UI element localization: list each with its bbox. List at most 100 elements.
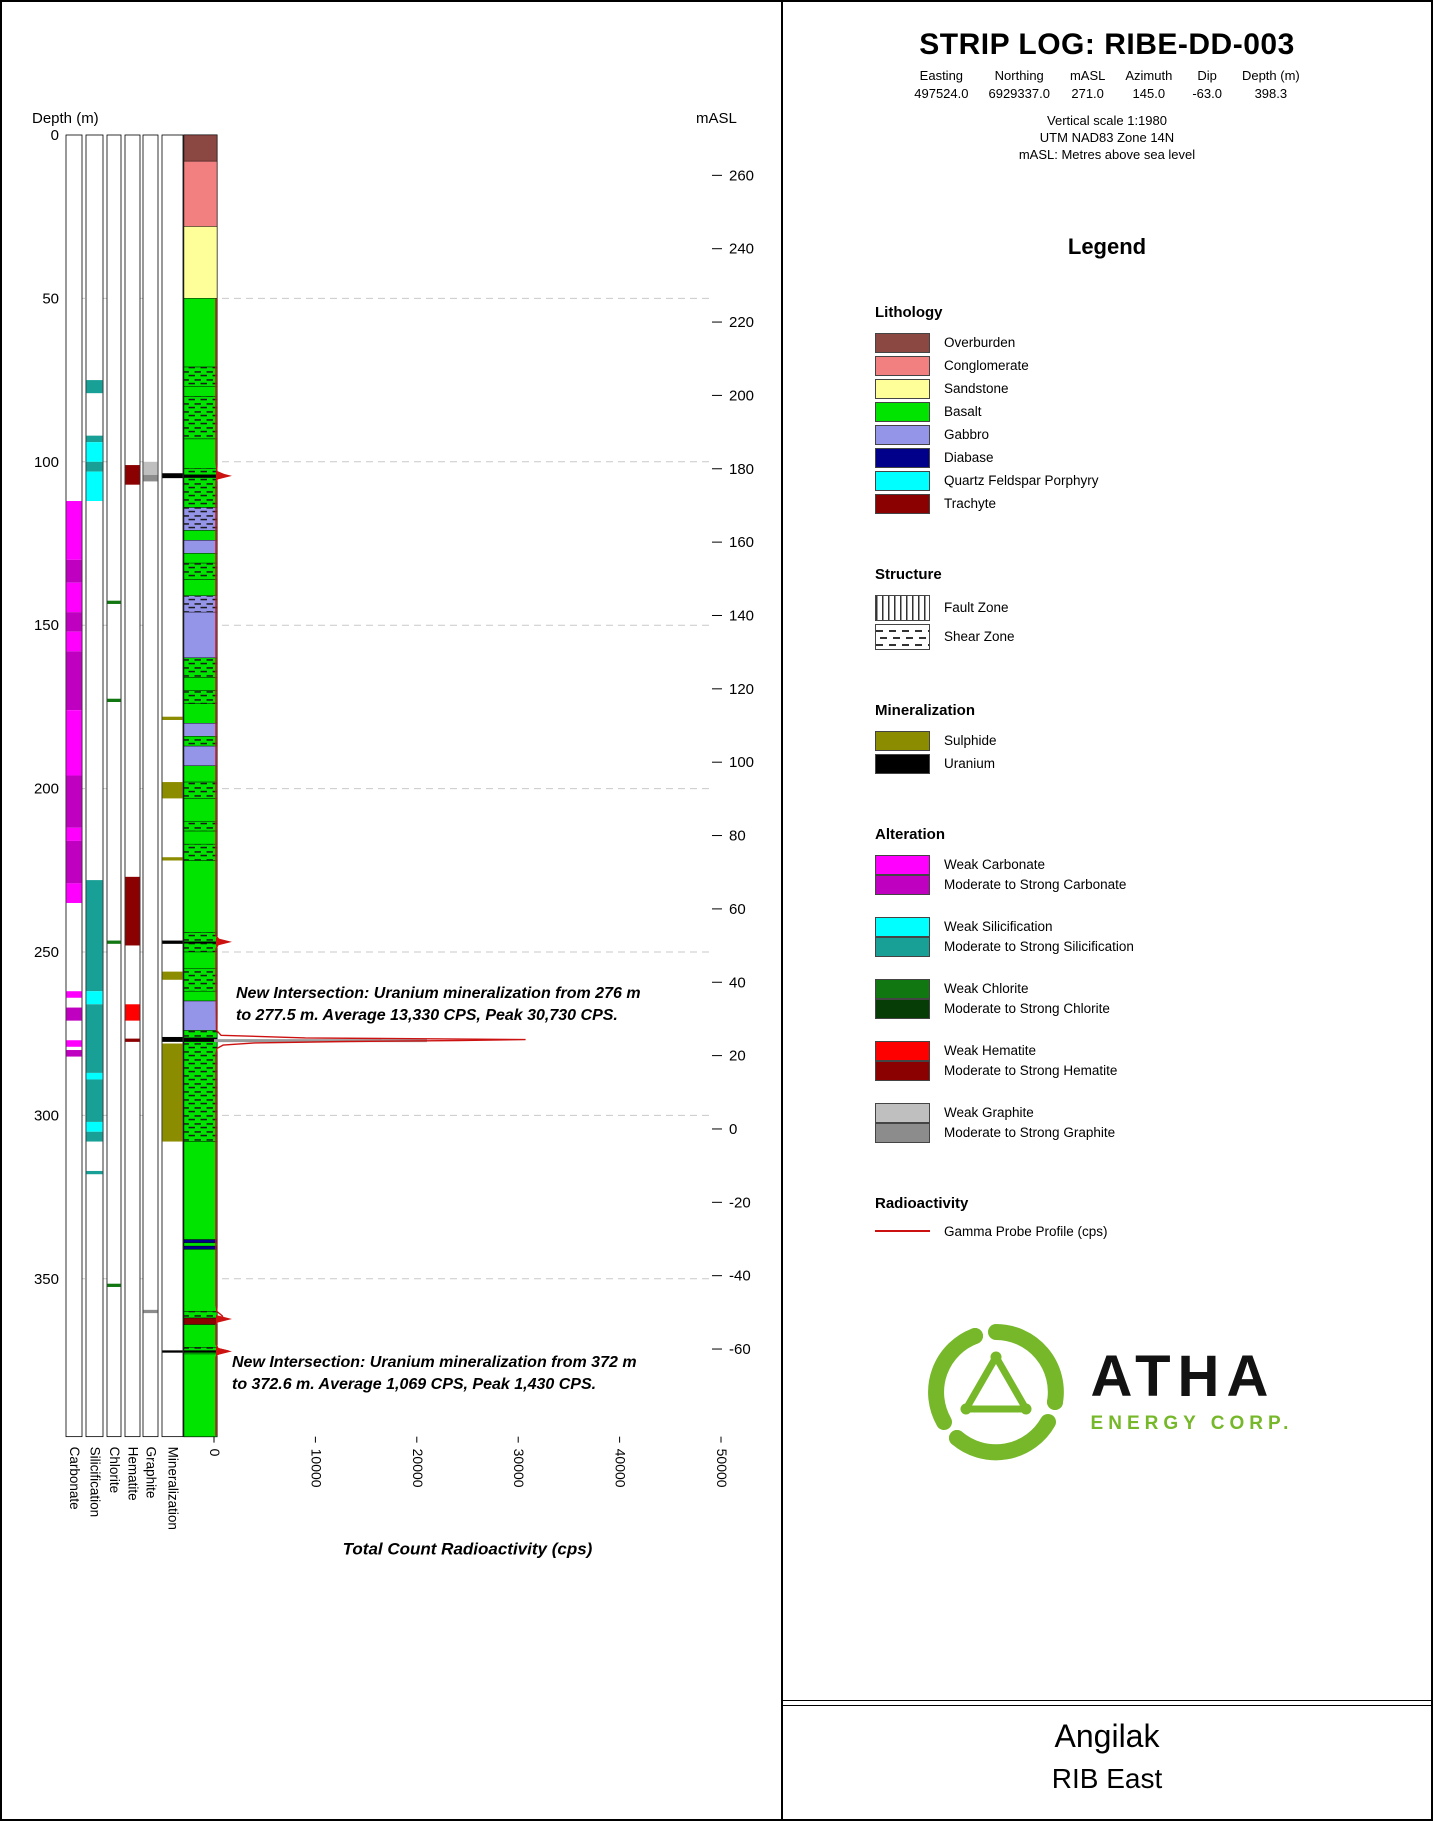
sulphide-interval: [162, 857, 183, 861]
uranium-interval: [162, 1350, 183, 1353]
depth-tick-label: 250: [34, 944, 59, 961]
strong_silicification-interval: [86, 1170, 103, 1175]
shear-zone-overlay: [184, 844, 217, 861]
legend-item: Sulphide: [875, 730, 1431, 751]
alteration-group: Weak Silicification Moderate to Strong Si…: [875, 916, 1431, 957]
lith-overburden: [183, 134, 218, 162]
legend-section-title: Lithology: [875, 303, 943, 321]
strong_silicification-interval: [86, 1004, 103, 1073]
legend-item-label: Uranium: [944, 756, 996, 772]
lith-gabbro: [183, 611, 218, 659]
weak_carbonate-interval: [66, 1040, 82, 1047]
legend-item-label: Fault Zone: [944, 600, 1009, 616]
lith-basalt: [183, 991, 218, 1002]
cps-tick-label: 50000: [714, 1449, 730, 1488]
shear-zone-overlay: [184, 595, 217, 613]
gamma-line-swatch: [875, 1230, 930, 1233]
shear-zone-overlay: [184, 367, 217, 387]
lith-basalt: [183, 677, 218, 691]
collar-field-depth-m-: Depth (m) 398.3: [1242, 68, 1300, 101]
legend-item-label: Moderate to Strong Carbonate: [944, 877, 1127, 893]
legend-item: Moderate to Strong Carbonate: [875, 874, 1431, 895]
logo-node: [1020, 1403, 1032, 1415]
strong_carbonate-interval: [66, 559, 82, 583]
cps-axis-title: Total Count Radioactivity (cps): [343, 1540, 593, 1559]
weak_silicification-interval: [86, 991, 103, 1005]
lith-basalt: [183, 830, 218, 845]
color-swatch: [875, 730, 930, 751]
masl-tick-label: 120: [729, 681, 754, 698]
track-label-carbonate: Carbonate: [67, 1447, 82, 1510]
gamma-spike-arrow: [216, 1347, 232, 1356]
weak_carbonate-interval: [66, 710, 82, 776]
legend-item: Weak Graphite: [875, 1102, 1431, 1123]
color-swatch: [875, 978, 930, 999]
atha-logo-mark: [927, 1323, 1064, 1460]
strong_silicification-interval: [86, 1131, 103, 1142]
legend-section-lithology: Lithology Overburden Conglomerate Sandstone…: [875, 304, 1431, 514]
legend-item-label: Moderate to Strong Chlorite: [944, 1001, 1110, 1017]
weak_carbonate-interval: [66, 501, 82, 560]
color-swatch: [875, 1040, 930, 1061]
lith-gabbro: [183, 1000, 218, 1031]
scale-notes: Vertical scale 1:1980 UTM NAD83 Zone 14N…: [783, 113, 1431, 164]
legend-item-label: Moderate to Strong Graphite: [944, 1125, 1116, 1141]
masl-tick-label: 240: [729, 241, 754, 258]
legend-item-label: Weak Hematite: [944, 1043, 1037, 1059]
logo-swirl-arc: [987, 1323, 1064, 1410]
uranium-interval: [162, 940, 183, 944]
depth-tick-label: 350: [34, 1271, 59, 1288]
masl-axis-title: mASL: [696, 110, 737, 127]
weak_silicification-interval: [86, 442, 103, 462]
color-swatch: [875, 753, 930, 774]
color-swatch: [875, 447, 930, 468]
collar-field-masl: mASL 271.0: [1070, 68, 1105, 101]
masl-tick-label: 180: [729, 461, 754, 478]
cps-tick-label: 40000: [613, 1449, 629, 1488]
track-label-hematite: Hematite: [126, 1447, 141, 1501]
logo-swirl-arc: [948, 1413, 1056, 1460]
color-swatch: [875, 1060, 930, 1081]
color-swatch: [875, 998, 930, 1019]
legend-item-label: Moderate to Strong Silicification: [944, 939, 1134, 955]
color-swatch: [875, 424, 930, 445]
shear-zone-overlay: [184, 1030, 217, 1142]
legend-item: Moderate to Strong Hematite: [875, 1060, 1431, 1081]
legend-item: Sandstone: [875, 378, 1431, 399]
strong_hematite-interval: [125, 465, 140, 485]
page-title: STRIP LOG: RIBE-DD-003: [919, 28, 1295, 61]
shear-zone-overlay: [184, 507, 217, 531]
collar-info: Easting 497524.0 Northing 6929337.0 mASL 271.…: [783, 68, 1431, 101]
masl-tick-label: -60: [729, 1341, 751, 1358]
alteration-group: Weak Carbonate Moderate to Strong Carbona…: [875, 854, 1431, 895]
shear-zone-overlay: [184, 657, 217, 678]
collar-field-northing: Northing 6929337.0: [988, 68, 1049, 101]
logo-triangle: [962, 1353, 1030, 1413]
weak_chlorite-interval: [107, 940, 121, 944]
collar-field-label: Easting: [919, 68, 964, 83]
lith-basalt: [183, 860, 218, 933]
strong_carbonate-interval: [66, 840, 82, 884]
project-name: Angilak: [1054, 1718, 1160, 1754]
depth-tick-label: 200: [34, 781, 59, 798]
legend-item-label: Conglomerate: [944, 358, 1029, 374]
uranium-interval: [162, 473, 183, 479]
strong_silicification-interval: [86, 435, 103, 443]
lith-sandstone: [183, 226, 218, 299]
collar-field-label: Northing: [994, 68, 1044, 83]
legend-section-title: Structure: [875, 565, 942, 583]
lith-gabbro: [183, 723, 218, 737]
color-swatch: [875, 355, 930, 376]
legend-item: Weak Carbonate: [875, 854, 1431, 875]
legend-section-mineralization: Mineralization Sulphide Uranium: [875, 702, 1431, 774]
gamma-spike-arrow: [216, 937, 232, 946]
collar-field-dip: Dip -63.0: [1192, 68, 1222, 101]
strong_silicification-interval: [86, 880, 103, 992]
legend-item: Gabbro: [875, 424, 1431, 445]
strong_carbonate-interval: [66, 651, 82, 711]
weak_silicification-interval: [86, 1072, 103, 1080]
masl-tick-label: 260: [729, 167, 754, 184]
lith-basalt: [183, 1242, 218, 1247]
logo-subtitle: ENERGY CORP.: [1090, 1413, 1294, 1435]
